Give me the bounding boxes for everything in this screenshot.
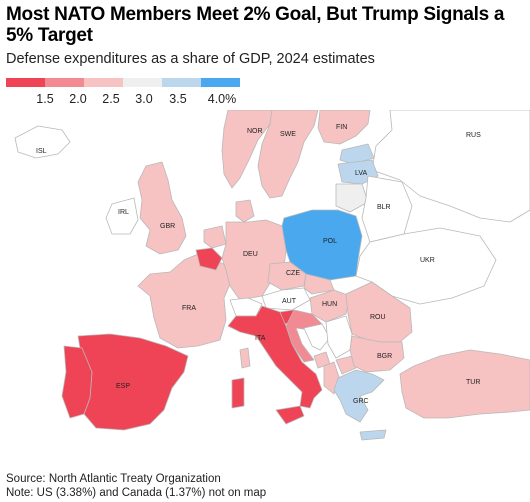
label-isl: ISL bbox=[36, 148, 47, 155]
country-deu bbox=[221, 219, 287, 301]
country-svk bbox=[303, 273, 335, 295]
label-blr: BLR bbox=[377, 204, 391, 211]
country-irl bbox=[105, 197, 139, 235]
country-srb bbox=[325, 315, 353, 359]
footer: Source: North Atlantic Treaty Organizati… bbox=[6, 472, 266, 500]
label-bgr: BGR bbox=[377, 353, 392, 360]
country-fin bbox=[317, 110, 371, 145]
country-grc-crete bbox=[359, 429, 387, 441]
country-esp bbox=[77, 333, 189, 431]
source-note: Source: North Atlantic Treaty Organizati… bbox=[6, 473, 221, 485]
country-fra bbox=[137, 253, 231, 349]
label-tur: TUR bbox=[466, 379, 480, 386]
legend-swatch-1 bbox=[6, 78, 45, 87]
label-irl: IRL bbox=[118, 209, 129, 216]
legend-tick-4-0: 4.0% bbox=[207, 92, 237, 106]
label-aut: AUT bbox=[282, 298, 297, 305]
label-gbr: GBR bbox=[160, 223, 175, 230]
chart-subtitle: Defense expenditures as a share of GDP, … bbox=[6, 51, 375, 67]
label-pol: POL bbox=[323, 238, 337, 245]
label-rou: ROU bbox=[370, 314, 386, 321]
country-che bbox=[229, 297, 263, 317]
label-fin: FIN bbox=[336, 124, 347, 131]
legend-tick-3-0: 3.0 bbox=[135, 92, 153, 106]
label-fra: FRA bbox=[182, 305, 196, 312]
country-dnk bbox=[235, 199, 255, 223]
label-lva: LVA bbox=[355, 170, 368, 177]
country-bih bbox=[303, 323, 331, 351]
label-rus: RUS bbox=[466, 132, 481, 139]
country-rus bbox=[371, 110, 530, 223]
country-rou bbox=[345, 281, 413, 343]
label-ita: ITA bbox=[255, 335, 266, 342]
legend-tick-2-5: 2.5 bbox=[102, 92, 120, 106]
legend-swatch-6 bbox=[201, 78, 240, 87]
country-prt bbox=[61, 345, 93, 419]
label-swe: SWE bbox=[280, 131, 296, 138]
legend-color-bar bbox=[6, 78, 240, 87]
map-note: Note: US (3.38%) and Canada (1.37%) not … bbox=[6, 487, 267, 499]
label-grc: GRC bbox=[353, 398, 369, 405]
label-deu: DEU bbox=[243, 251, 258, 258]
country-bel bbox=[195, 247, 223, 271]
legend-tick-3-5: 3.5 bbox=[169, 92, 187, 106]
label-hun: HUN bbox=[322, 301, 337, 308]
legend-swatch-2 bbox=[45, 78, 84, 87]
color-legend: 1.5 2.0 2.5 3.0 3.5 4.0% bbox=[6, 78, 246, 106]
country-fra-corsica bbox=[239, 347, 251, 369]
legend-tick-1-5: 1.5 bbox=[36, 92, 54, 106]
legend-swatch-4 bbox=[123, 78, 162, 87]
country-bgr bbox=[349, 335, 405, 373]
label-nor: NOR bbox=[247, 128, 263, 135]
country-gbr bbox=[137, 161, 187, 255]
country-pol bbox=[281, 209, 363, 281]
country-ltu bbox=[335, 183, 369, 213]
label-cze: CZE bbox=[286, 270, 300, 277]
country-ita-sicily bbox=[275, 405, 305, 425]
europe-map: ISL RUS NOR SWE FIN LVA BLR IRL GBR POL … bbox=[14, 110, 530, 441]
legend-swatch-3 bbox=[84, 78, 123, 87]
country-isl bbox=[14, 125, 71, 159]
country-mkd bbox=[335, 355, 357, 375]
chart-title: Most NATO Members Meet 2% Goal, But Trum… bbox=[6, 4, 505, 46]
legend-tick-2-0: 2.0 bbox=[69, 92, 87, 106]
label-esp: ESP bbox=[116, 383, 130, 390]
country-ita bbox=[227, 305, 323, 409]
country-swe bbox=[257, 110, 319, 199]
country-nld bbox=[203, 225, 227, 249]
country-tur bbox=[399, 349, 530, 419]
label-ukr: UKR bbox=[420, 257, 435, 264]
country-grc bbox=[333, 369, 385, 423]
country-ita-sardinia bbox=[231, 377, 245, 409]
legend-swatch-5 bbox=[162, 78, 201, 87]
